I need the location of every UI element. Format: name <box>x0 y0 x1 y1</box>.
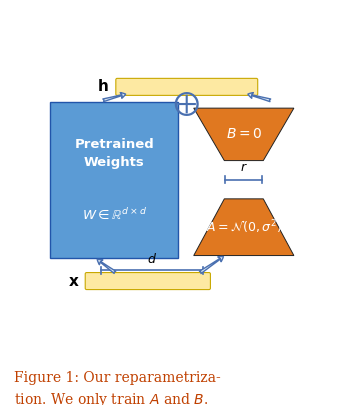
Text: Figure 1: Our reparametriza-
tion. We only train $A$ and $B$.: Figure 1: Our reparametriza- tion. We on… <box>14 371 221 405</box>
Text: $d$: $d$ <box>147 252 157 266</box>
Text: $r$: $r$ <box>240 161 248 174</box>
Text: x: x <box>68 273 78 289</box>
Text: $A = \mathcal{N}(0, \sigma^2)$: $A = \mathcal{N}(0, \sigma^2)$ <box>206 218 282 236</box>
FancyBboxPatch shape <box>116 79 258 96</box>
Polygon shape <box>194 108 294 161</box>
Text: h: h <box>98 79 109 94</box>
Bar <box>50 102 178 258</box>
Polygon shape <box>194 199 294 256</box>
Text: $\bigoplus$: $\bigoplus$ <box>173 90 200 118</box>
Text: $W \in \mathbb{R}^{d \times d}$: $W \in \mathbb{R}^{d \times d}$ <box>82 207 147 223</box>
Text: $B = 0$: $B = 0$ <box>225 127 262 141</box>
FancyBboxPatch shape <box>85 273 210 290</box>
Text: Pretrained
Weights: Pretrained Weights <box>75 139 154 169</box>
